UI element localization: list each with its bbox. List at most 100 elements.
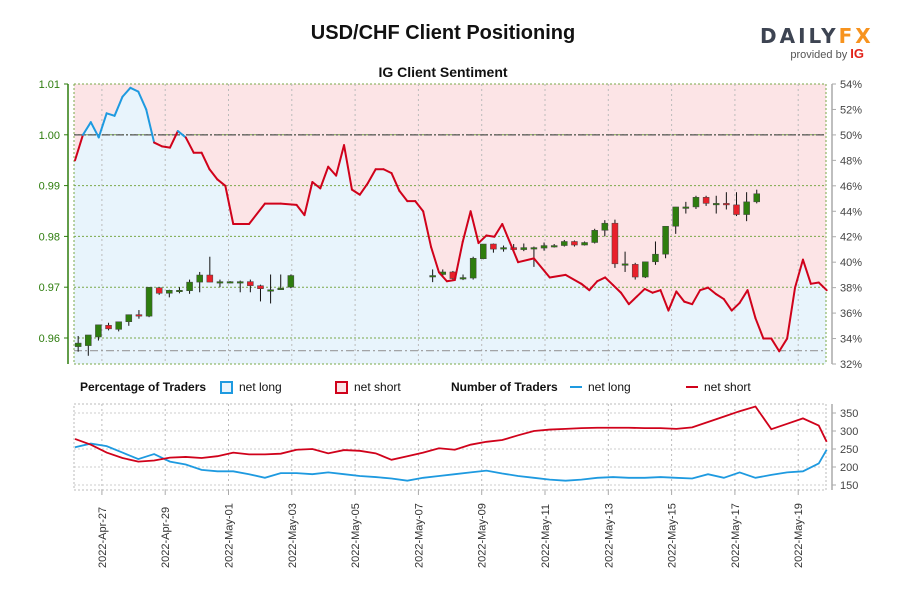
candle	[490, 243, 497, 250]
sentiment-line	[89, 121, 100, 139]
sentiment-line	[311, 181, 322, 190]
sentiment-line	[224, 184, 235, 225]
price-tick-label: 0.97	[39, 282, 60, 294]
sentiment-line	[627, 295, 638, 306]
sentiment-line	[801, 258, 812, 285]
legend-num-short: net short	[686, 380, 751, 394]
sentiment-line	[184, 136, 195, 154]
candle	[743, 201, 750, 215]
sentiment-line	[208, 168, 219, 181]
sentiment-line	[248, 202, 266, 225]
traders-tick-label: 350	[840, 408, 858, 420]
chart-title: USD/CHF Client Positioning	[310, 22, 576, 44]
date-tick-label: 2022-May-17	[730, 503, 742, 568]
candle	[216, 281, 224, 284]
candle	[753, 193, 760, 203]
candle	[236, 281, 244, 284]
traders-tick-label: 300	[840, 426, 858, 438]
sentiment-line	[714, 293, 725, 301]
sentiment-line	[794, 258, 804, 289]
sentiment-line	[74, 133, 84, 162]
date-tick-label: 2022-May-09	[477, 503, 489, 568]
sentiment-line	[161, 145, 171, 149]
candle	[652, 253, 659, 263]
pct-tick-label: 54%	[840, 79, 862, 91]
sentiment-line	[358, 182, 369, 196]
legend-pct-long-label: net long	[239, 380, 282, 394]
sentiment-line	[295, 203, 306, 217]
sentiment-line	[453, 240, 464, 281]
sentiment-line	[398, 189, 409, 203]
legend-num-long: net long	[570, 380, 631, 394]
sentiment-line	[817, 281, 828, 292]
sentiment-line	[153, 141, 164, 148]
candle	[530, 247, 538, 250]
candle	[642, 261, 649, 278]
legend-pct-title: Percentage of Traders	[80, 380, 207, 394]
traders-net-long-line	[74, 442, 828, 482]
candle	[682, 206, 690, 209]
candle	[135, 314, 143, 317]
sentiment-line	[659, 289, 670, 312]
sentiment-line	[501, 223, 520, 264]
sentiment-line	[604, 276, 615, 287]
candle	[429, 275, 436, 278]
traders-plot: 150 200 250 300 350	[73, 403, 858, 492]
candle	[581, 242, 588, 246]
candle	[226, 281, 234, 284]
sentiment-line	[437, 271, 448, 283]
candle	[591, 230, 598, 243]
date-tick-label: 2022-May-03	[287, 503, 299, 568]
sentiment-line	[746, 289, 757, 320]
net-short-area	[74, 84, 827, 352]
date-tick-label: 2022-May-11	[540, 504, 552, 568]
candle	[540, 245, 548, 249]
sentiment-line	[445, 279, 456, 283]
sentiment-line	[651, 289, 662, 294]
pct-tick-label: 38%	[840, 283, 862, 295]
date-tick-label: 2022-May-05	[350, 503, 362, 568]
sentiment-line	[216, 178, 227, 187]
sentiment-line	[422, 210, 433, 248]
net-short-swatch-icon	[335, 380, 348, 394]
sentiment-line	[97, 112, 108, 139]
price-tick-label: 0.99	[39, 181, 60, 193]
candle	[125, 314, 133, 322]
candle	[95, 324, 102, 338]
sentiment-line	[778, 337, 789, 353]
sentiment-line	[770, 337, 781, 353]
legend-pct-long: net long	[220, 380, 282, 394]
candle	[166, 289, 173, 294]
sentiment-line	[588, 280, 599, 292]
sentiment-line	[414, 200, 425, 213]
pct-tick-label: 44%	[840, 206, 862, 218]
net-short-line-icon	[686, 386, 698, 388]
candle	[561, 241, 568, 246]
candle	[672, 206, 679, 227]
candle	[550, 245, 558, 248]
sentiment-line	[279, 202, 298, 206]
sentiment-line	[477, 234, 488, 245]
candle	[459, 277, 467, 280]
candle	[277, 287, 284, 290]
sentiment-line	[469, 210, 480, 245]
sentiment-line	[145, 108, 156, 144]
logo-wordmark: DAILYFX	[760, 24, 871, 48]
sentiment-line	[683, 300, 694, 306]
sentiment-line	[730, 301, 741, 312]
sentiment-line	[548, 273, 567, 279]
legend-num-long-label: net long	[588, 380, 631, 394]
candle	[621, 263, 629, 266]
candle	[206, 274, 214, 283]
sentiment-line	[699, 286, 709, 292]
candle	[287, 275, 295, 288]
sentiment-line	[612, 284, 622, 294]
price-tick-label: 0.96	[39, 333, 60, 345]
legend-num-title: Number of Traders	[451, 380, 558, 394]
net-long-swatch-icon	[220, 380, 233, 394]
legend-pct-short-label: net short	[354, 380, 401, 394]
sentiment-line	[105, 112, 116, 117]
sentiment-line	[129, 86, 140, 93]
sentiment-line	[580, 282, 591, 292]
